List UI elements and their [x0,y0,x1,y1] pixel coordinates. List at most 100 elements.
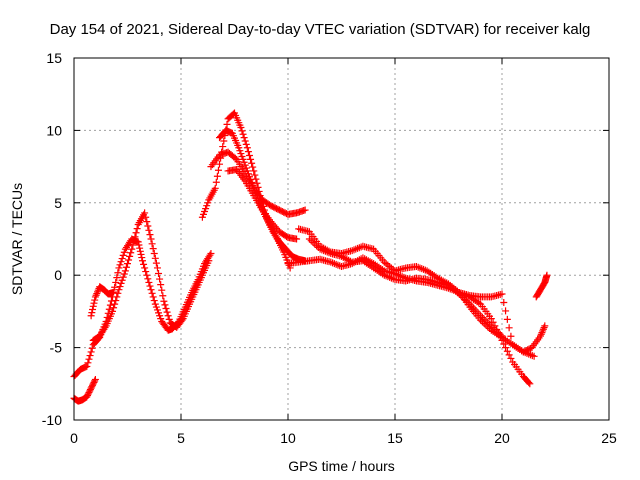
data-point [86,352,94,360]
data-point [237,124,245,132]
data-point [157,281,165,289]
data-point [251,171,259,179]
data-point [137,250,145,258]
data-point [84,359,92,367]
data-point [112,297,120,305]
data-point [132,229,140,237]
x-tick-label: 15 [387,430,403,446]
data-point [145,226,153,234]
data-point [120,248,128,256]
data-point [113,293,121,301]
data-point [507,354,515,362]
data-point [111,300,119,308]
points-layer [70,109,551,405]
data-point [541,322,549,330]
data-point [507,332,515,340]
data-point [244,148,252,156]
data-point [93,290,101,298]
data-point [144,222,152,230]
data-point [135,241,143,249]
data-point [118,255,126,263]
data-point [114,289,122,297]
data-point [129,241,137,249]
data-point [500,298,508,306]
data-point [125,256,133,264]
data-point [248,159,256,167]
data-point [117,258,125,266]
x-tick-label: 25 [601,430,617,446]
series-arc-mid-1 [284,254,534,388]
y-axis-label: SDTVAR / TECUs [9,183,25,295]
data-point [143,271,151,279]
data-point [205,257,213,265]
data-point [136,247,144,255]
data-point [156,275,164,283]
data-point [158,286,166,294]
data-point [147,235,155,243]
data-point [91,296,99,304]
data-point [118,276,126,284]
data-point [178,316,186,324]
data-point [498,290,506,298]
data-point [115,286,123,294]
data-point [247,155,255,163]
data-point [149,293,157,301]
y-tick-label: 15 [46,50,62,66]
data-point [149,245,157,253]
data-point [309,238,317,246]
data-point [144,275,152,283]
data-point [152,259,160,267]
data-point [241,137,249,145]
data-point [119,251,127,259]
series-arc-main-1 [70,235,215,381]
data-point [206,251,214,259]
data-point [293,235,301,243]
data-point [114,269,122,277]
data-point [121,267,129,275]
y-tick-label: 0 [54,267,62,283]
data-point [119,273,127,281]
data-point [503,315,511,323]
data-point [134,238,142,246]
data-point [249,163,257,171]
data-point [212,178,220,186]
data-point [161,301,169,309]
data-point [537,332,545,340]
x-tick-label: 5 [177,430,185,446]
data-point [245,151,253,159]
data-point [91,375,99,383]
data-point [83,362,91,370]
data-point [136,244,144,252]
data-point [146,231,154,239]
data-point [253,179,261,187]
data-point [138,257,146,265]
data-point [540,324,548,332]
data-point [502,307,510,315]
data-point [164,312,172,320]
x-tick-label: 20 [494,430,510,446]
data-point [240,134,248,142]
data-point [94,288,102,296]
data-point [124,260,131,268]
series-arc-main-2 [89,209,213,344]
data-point [127,249,135,257]
data-point [214,166,222,174]
data-point [92,291,100,299]
data-point [148,240,156,248]
data-point [537,330,545,338]
data-point [116,261,124,269]
data-point [207,249,215,257]
data-point [543,271,551,279]
data-point [498,332,506,340]
data-point [113,274,121,282]
data-point [216,160,224,168]
data-point [159,292,167,300]
data-point [238,127,246,135]
data-point [150,249,158,257]
data-point [487,315,495,323]
data-point [89,302,97,310]
data-point [120,270,128,278]
data-point [89,305,97,313]
data-point [526,380,534,388]
